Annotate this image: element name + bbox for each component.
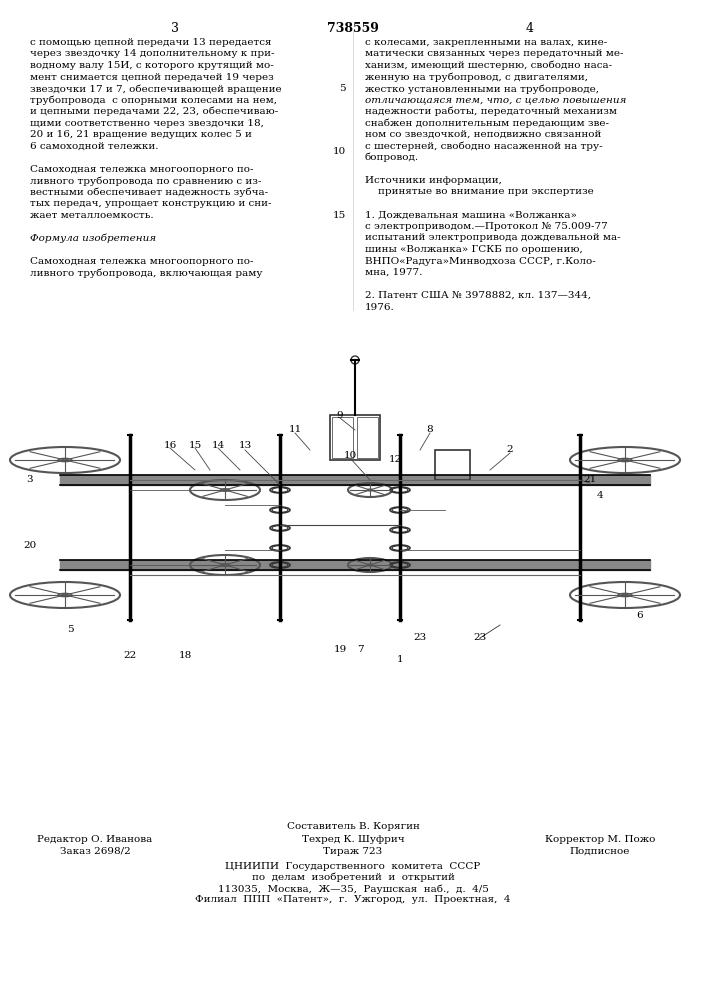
Text: 5: 5 (339, 84, 346, 93)
Bar (332, 417, 353, 458)
Text: 3: 3 (27, 476, 33, 485)
Ellipse shape (618, 593, 632, 597)
Text: 12: 12 (388, 456, 402, 464)
Text: 10: 10 (344, 450, 356, 460)
Text: женную на трубопровод, с двигателями,: женную на трубопровод, с двигателями, (365, 73, 588, 82)
Bar (435, 450, 470, 480)
Text: 23: 23 (414, 634, 426, 643)
Text: 6 самоходной тележки.: 6 самоходной тележки. (30, 141, 158, 150)
Ellipse shape (221, 564, 229, 566)
Text: 20: 20 (23, 540, 37, 550)
Text: ливного трубопровода по сравнению с из-: ливного трубопровода по сравнению с из- (30, 176, 262, 186)
Text: 18: 18 (178, 650, 192, 660)
Bar (330, 415, 380, 460)
Text: Редактор О. Иванова: Редактор О. Иванова (37, 835, 153, 844)
Text: с шестерней, свободно насаженной на тру-: с шестерней, свободно насаженной на тру- (365, 141, 602, 151)
Text: Корректор М. Пожо: Корректор М. Пожо (545, 835, 655, 844)
Text: Самоходная тележка многоопорного по-: Самоходная тележка многоопорного по- (30, 164, 254, 174)
Text: Составитель В. Корягин: Составитель В. Корягин (286, 822, 419, 831)
Text: матически связанных через передаточный ме-: матически связанных через передаточный м… (365, 49, 624, 58)
Text: ВНПО«Радуга»Минводхоза СССР, г.Коло-: ВНПО«Радуга»Минводхоза СССР, г.Коло- (365, 256, 596, 265)
Text: 13: 13 (238, 440, 252, 450)
Text: 3: 3 (171, 22, 179, 35)
Text: Тираж 723: Тираж 723 (323, 847, 382, 856)
Text: мент снимается цепной передачей 19 через: мент снимается цепной передачей 19 через (30, 73, 274, 82)
Text: с помощью цепной передачи 13 передается: с помощью цепной передачи 13 передается (30, 38, 271, 47)
Text: ЦНИИПИ  Государственного  комитета  СССР: ЦНИИПИ Государственного комитета СССР (226, 862, 481, 871)
Text: через звездочку 14 дополнительному к при-: через звездочку 14 дополнительному к при… (30, 49, 274, 58)
Text: отличающаяся тем, что, с целью повышения: отличающаяся тем, что, с целью повышения (365, 96, 626, 104)
Text: 7: 7 (357, 646, 363, 654)
Text: принятые во внимание при экспертизе: принятые во внимание при экспертизе (365, 188, 594, 196)
Text: 16: 16 (163, 440, 177, 450)
Text: трубопровода  с опорными колесами на нем,: трубопровода с опорными колесами на нем, (30, 96, 277, 105)
Text: Самоходная тележка многоопорного по-: Самоходная тележка многоопорного по- (30, 256, 254, 265)
Text: 20 и 16, 21 вращение ведущих колес 5 и: 20 и 16, 21 вращение ведущих колес 5 и (30, 130, 252, 139)
Ellipse shape (58, 593, 72, 597)
Text: 9: 9 (337, 410, 344, 420)
Text: 1: 1 (397, 656, 403, 664)
Text: жает металлоемкость.: жает металлоемкость. (30, 211, 153, 220)
Text: 14: 14 (211, 440, 225, 450)
Ellipse shape (367, 489, 373, 491)
Text: 22: 22 (124, 650, 136, 660)
Text: по  делам  изобретений  и  открытий: по делам изобретений и открытий (252, 873, 455, 882)
Text: 4: 4 (526, 22, 534, 35)
Text: звездочки 17 и 7, обеспечивающей вращение: звездочки 17 и 7, обеспечивающей вращени… (30, 84, 281, 94)
Text: Источники информации,: Источники информации, (365, 176, 502, 185)
Text: Формула изобретения: Формула изобретения (30, 233, 156, 243)
Text: 23: 23 (474, 634, 486, 643)
Text: вестными обеспечивает надежность зубча-: вестными обеспечивает надежность зубча- (30, 188, 268, 197)
Text: бопровод.: бопровод. (365, 153, 419, 162)
Ellipse shape (221, 489, 229, 491)
Text: водному валу 15И, с которого крутящий мо-: водному валу 15И, с которого крутящий мо… (30, 61, 274, 70)
Text: 19: 19 (334, 646, 346, 654)
Text: тых передач, упрощает конструкцию и сни-: тых передач, упрощает конструкцию и сни- (30, 199, 271, 208)
Ellipse shape (618, 458, 632, 462)
Text: 4: 4 (597, 490, 603, 499)
Bar (357, 417, 378, 458)
Ellipse shape (58, 458, 72, 462)
Text: 2: 2 (507, 446, 513, 454)
Text: снабжен дополнительным передающим зве-: снабжен дополнительным передающим зве- (365, 118, 609, 128)
Text: щими соответственно через звездочки 18,: щими соответственно через звездочки 18, (30, 118, 264, 127)
Text: ном со звездочкой, неподвижно связанной: ном со звездочкой, неподвижно связанной (365, 130, 602, 139)
Text: 113035,  Москва,  Ж—35,  Раушская  наб.,  д.  4/5: 113035, Москва, Ж—35, Раушская наб., д. … (218, 884, 489, 894)
Text: 21: 21 (583, 476, 597, 485)
Ellipse shape (367, 564, 373, 566)
Text: Филиал  ППП  «Патент»,  г.  Ужгород,  ул.  Проектная,  4: Филиал ППП «Патент», г. Ужгород, ул. Про… (195, 895, 510, 904)
Text: 738559: 738559 (327, 22, 379, 35)
Text: Техред К. Шуфрич: Техред К. Шуфрич (302, 835, 404, 844)
Text: и цепными передачами 22, 23, обеспечиваю-: и цепными передачами 22, 23, обеспечиваю… (30, 107, 279, 116)
Text: жестко установленными на трубопроводе,: жестко установленными на трубопроводе, (365, 84, 599, 94)
Text: Заказ 2698/2: Заказ 2698/2 (59, 847, 130, 856)
Text: 10: 10 (333, 147, 346, 156)
Text: 15: 15 (333, 211, 346, 220)
Text: с электроприводом.—Протокол № 75.009-77: с электроприводом.—Протокол № 75.009-77 (365, 222, 608, 231)
Text: 2. Патент США № 3978882, кл. 137—344,: 2. Патент США № 3978882, кл. 137—344, (365, 291, 591, 300)
Text: надежности работы, передаточный механизм: надежности работы, передаточный механизм (365, 107, 617, 116)
Text: шины «Волжанка» ГСКБ по орошению,: шины «Волжанка» ГСКБ по орошению, (365, 245, 583, 254)
Text: ливного трубопровода, включающая раму: ливного трубопровода, включающая раму (30, 268, 262, 277)
Text: мна, 1977.: мна, 1977. (365, 268, 422, 277)
Text: 5: 5 (66, 626, 74, 635)
Text: ханизм, имеющий шестерню, свободно наса-: ханизм, имеющий шестерню, свободно наса- (365, 61, 612, 70)
Text: 15: 15 (188, 440, 201, 450)
Text: испытаний электропривода дождевальной ма-: испытаний электропривода дождевальной ма… (365, 233, 621, 242)
Text: 6: 6 (637, 610, 643, 619)
Text: 1976.: 1976. (365, 302, 395, 312)
Text: 1. Дождевальная машина «Волжанка»: 1. Дождевальная машина «Волжанка» (365, 211, 577, 220)
Text: 11: 11 (288, 426, 302, 434)
Text: с колесами, закрепленными на валах, кине-: с колесами, закрепленными на валах, кине… (365, 38, 607, 47)
Text: 8: 8 (427, 426, 433, 434)
Text: Подписное: Подписное (570, 847, 630, 856)
